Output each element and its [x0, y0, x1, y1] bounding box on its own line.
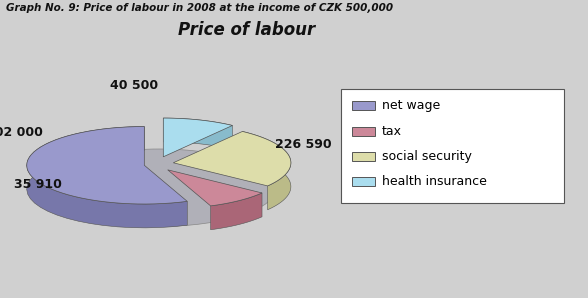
Text: 102 000: 102 000 — [0, 126, 43, 139]
Text: net wage: net wage — [382, 99, 440, 112]
Text: social security: social security — [382, 150, 472, 163]
Text: Price of labour: Price of labour — [178, 21, 316, 39]
Polygon shape — [163, 118, 232, 157]
Text: health insurance: health insurance — [382, 175, 487, 188]
Text: tax: tax — [382, 125, 402, 138]
FancyBboxPatch shape — [341, 89, 564, 203]
Polygon shape — [168, 170, 262, 206]
FancyBboxPatch shape — [352, 177, 375, 186]
Text: 40 500: 40 500 — [110, 79, 158, 92]
Text: 35 910: 35 910 — [14, 178, 62, 191]
FancyBboxPatch shape — [352, 152, 375, 161]
Polygon shape — [242, 131, 291, 210]
FancyBboxPatch shape — [352, 101, 375, 110]
Polygon shape — [26, 127, 187, 228]
Ellipse shape — [41, 149, 276, 226]
Polygon shape — [173, 131, 291, 186]
Polygon shape — [211, 193, 262, 230]
Polygon shape — [163, 118, 232, 149]
Text: Graph No. 9: Price of labour in 2008 at the income of CZK 500,000: Graph No. 9: Price of labour in 2008 at … — [6, 3, 393, 13]
FancyBboxPatch shape — [352, 127, 375, 136]
Polygon shape — [26, 127, 187, 204]
Text: 226 590: 226 590 — [275, 138, 332, 151]
